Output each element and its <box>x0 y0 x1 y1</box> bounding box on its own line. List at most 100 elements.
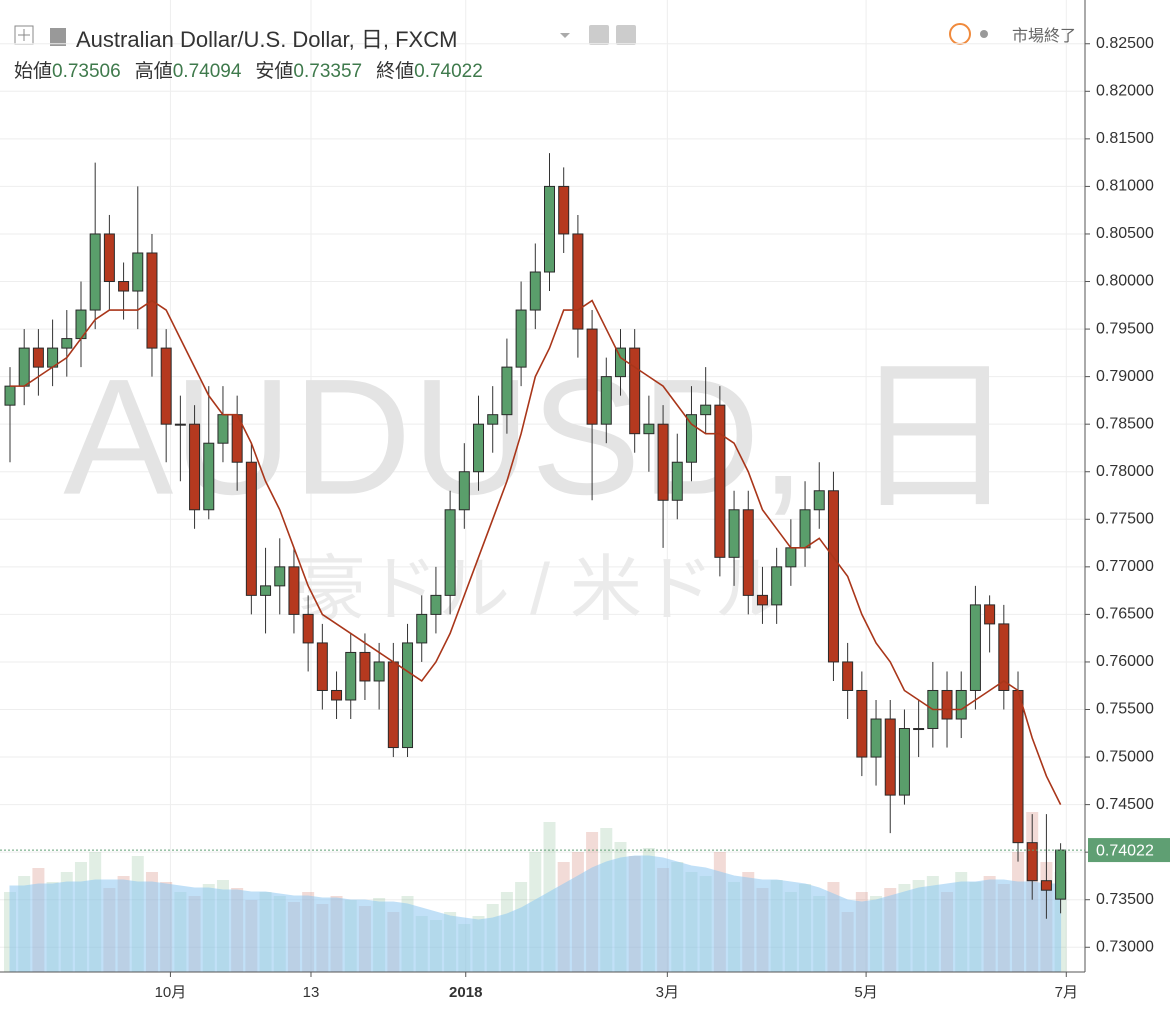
x-tick-label: 5月 <box>854 984 877 1001</box>
y-tick-label: 0.81500 <box>1096 130 1154 147</box>
legend-value: 0.73506 <box>52 61 121 82</box>
candle-body <box>132 252 144 292</box>
candle-body <box>614 347 626 378</box>
y-tick-label: 0.74500 <box>1096 796 1154 813</box>
y-tick-label: 0.78000 <box>1096 463 1154 480</box>
candle-body <box>827 490 839 663</box>
candle-body <box>1026 842 1038 882</box>
y-tick-label: 0.75500 <box>1096 701 1154 718</box>
legend-value: 0.73357 <box>293 61 363 82</box>
dropdown-arrow[interactable] <box>560 33 570 38</box>
candle-body <box>103 233 115 283</box>
candle-body <box>572 233 584 330</box>
candle-body <box>1012 689 1024 844</box>
candle-body <box>217 414 229 444</box>
x-tick-label: 3月 <box>656 984 679 1001</box>
candle-body <box>529 271 541 311</box>
candle-body <box>657 423 669 501</box>
candle-body <box>813 490 825 511</box>
candle-body <box>515 309 527 368</box>
candle-body <box>884 718 896 796</box>
y-tick-label: 0.80500 <box>1096 225 1154 242</box>
candle-body <box>898 728 910 796</box>
candle-body <box>331 689 343 701</box>
candle-body <box>870 718 882 758</box>
y-tick-label: 0.80000 <box>1096 273 1154 290</box>
y-tick-label: 0.82500 <box>1096 35 1154 52</box>
y-tick-label: 0.76500 <box>1096 606 1154 623</box>
candle-body <box>260 585 272 596</box>
y-tick-label: 0.77000 <box>1096 558 1154 575</box>
y-tick-label: 0.73000 <box>1096 938 1154 955</box>
legend-label: 安値 <box>255 61 294 82</box>
candle-body <box>387 661 399 749</box>
title: Australian Dollar/U.S. Dollar, 日, FXCM <box>76 27 458 52</box>
candle-body <box>913 728 925 731</box>
candle-body <box>61 338 73 349</box>
volume-ma-area <box>9 855 1062 973</box>
candle-body <box>998 623 1010 691</box>
candle-body <box>473 423 485 473</box>
candle-body <box>402 642 414 749</box>
candle-body <box>160 347 172 425</box>
candle-body <box>174 423 186 426</box>
candle-body <box>203 442 215 511</box>
candle-body <box>274 566 286 587</box>
candle-body <box>288 566 300 615</box>
candle-body <box>245 461 257 596</box>
legend-value: 0.74094 <box>172 61 242 82</box>
candle-body <box>856 689 868 758</box>
y-tick-label: 0.77500 <box>1096 511 1154 528</box>
settings-icon[interactable] <box>616 25 636 45</box>
candle-body <box>742 509 754 596</box>
candle-body <box>600 376 612 425</box>
moving-average <box>10 299 1062 805</box>
candle-body <box>671 461 683 501</box>
y-tick-label: 0.73500 <box>1096 891 1154 908</box>
candle-body <box>359 651 371 682</box>
candle-body <box>700 404 712 416</box>
candle-body <box>302 613 314 644</box>
candle-body <box>373 661 385 682</box>
candle-body <box>714 404 726 558</box>
eye-icon[interactable] <box>589 25 609 45</box>
y-tick-label: 0.75000 <box>1096 748 1154 765</box>
candle-body <box>118 281 130 292</box>
candle-body <box>771 566 783 606</box>
candle-body <box>756 594 768 606</box>
x-tick-label: 13 <box>303 984 320 1001</box>
candle-body <box>458 471 470 511</box>
candle-body <box>643 423 655 435</box>
candle-body <box>501 366 513 416</box>
candle-body <box>941 689 953 720</box>
y-tick-label: 0.82000 <box>1096 83 1154 100</box>
candle-body <box>416 613 428 644</box>
x-tick-label: 10月 <box>155 984 187 1001</box>
candle-body <box>685 414 697 463</box>
legend-label: 終値 <box>376 61 415 82</box>
y-tick-label: 0.79000 <box>1096 368 1154 385</box>
x-tick-label: 2018 <box>449 984 482 1001</box>
symbol-flag <box>50 28 66 46</box>
y-tick-label: 0.78500 <box>1096 415 1154 432</box>
candle-body <box>444 509 456 596</box>
ohlc-legend: 始値0.73506 高値0.74094 安値0.73357 終値0.74022 <box>14 56 497 83</box>
status-dot <box>980 30 988 38</box>
legend-label: 始値 <box>14 61 53 82</box>
candle-body <box>629 347 641 435</box>
y-tick-label: 0.81000 <box>1096 178 1154 195</box>
legend-value: 0.74022 <box>414 61 483 82</box>
candle-body <box>586 328 598 425</box>
candle-body <box>842 661 854 691</box>
y-tick-label: 0.76000 <box>1096 653 1154 670</box>
candle-body <box>345 651 357 701</box>
candle-body <box>544 185 555 273</box>
candle-body <box>558 185 570 235</box>
last-price-label: 0.74022 <box>1096 842 1154 859</box>
candle-body <box>799 509 811 549</box>
legend-label: 高値 <box>134 61 173 82</box>
candle-body <box>969 604 981 691</box>
candle-body <box>728 509 740 558</box>
